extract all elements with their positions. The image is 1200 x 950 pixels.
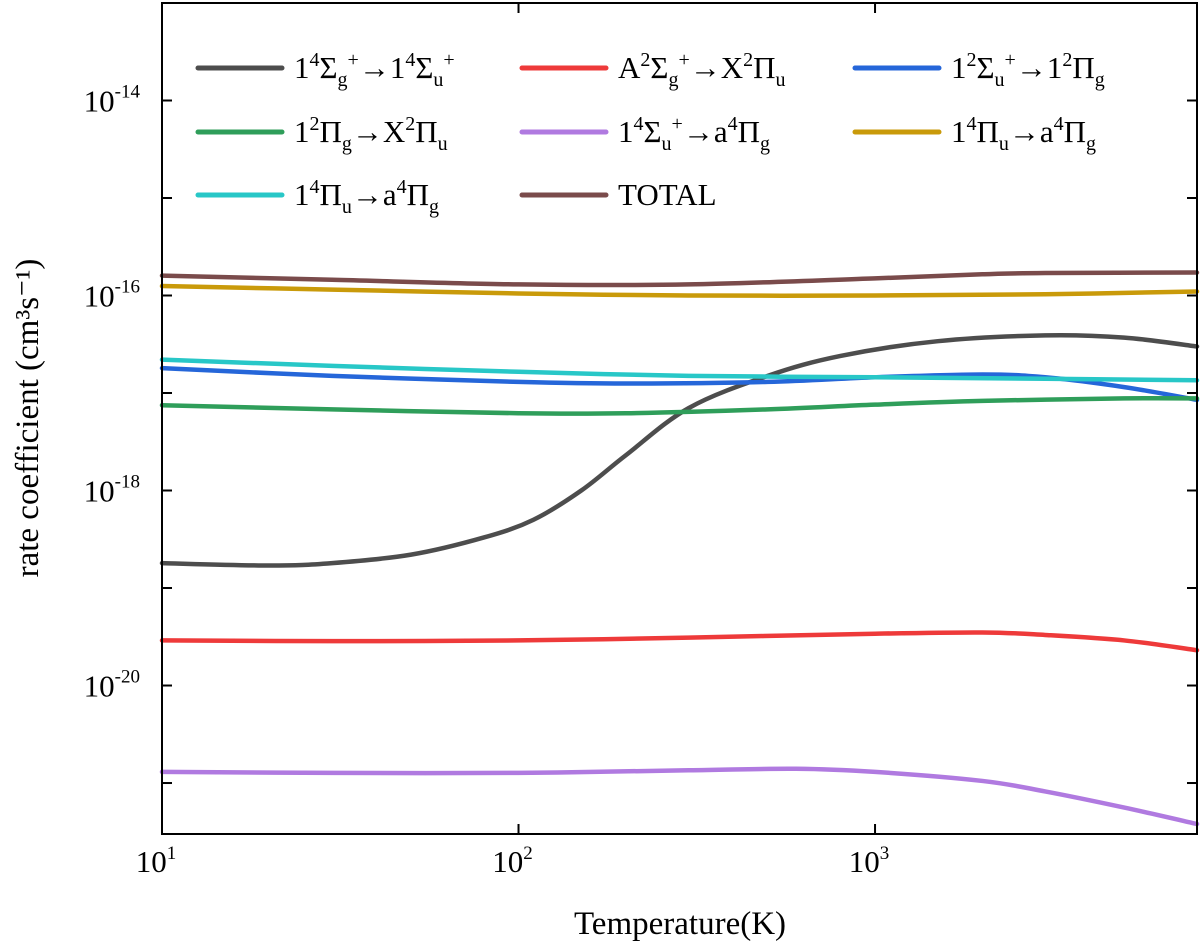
series-line-6 bbox=[159, 283, 1200, 298]
x-tick-exp: 3 bbox=[880, 843, 890, 864]
series-line-1 bbox=[159, 332, 1200, 568]
x-tick-label: 101 bbox=[136, 843, 177, 879]
x-tick-base: 10 bbox=[492, 844, 523, 879]
series-line-3 bbox=[159, 365, 1200, 403]
y-tick-base: 10 bbox=[84, 474, 115, 509]
y-tick-label: 10-16 bbox=[84, 277, 140, 314]
x-axis: 101 102 103 bbox=[136, 3, 890, 879]
y-tick-label: 10-14 bbox=[84, 82, 141, 119]
y-tick-exp: -14 bbox=[115, 82, 141, 103]
legend-label-6: 14Πu→a4Πg bbox=[951, 113, 1096, 155]
y-tick-label: 10-20 bbox=[84, 667, 140, 704]
y-tick-base: 10 bbox=[84, 669, 115, 704]
x-tick-base: 10 bbox=[136, 844, 167, 879]
series-line-7 bbox=[159, 357, 1200, 383]
y-axis-title: rate coefficient (cm³s⁻¹) bbox=[10, 259, 46, 578]
legend-label-5: 14Σu+→a4Πg bbox=[618, 113, 770, 155]
legend-label-8: TOTAL bbox=[618, 177, 717, 212]
y-tick-base: 10 bbox=[84, 84, 115, 119]
legend-label-7: 14Πu→a4Πg bbox=[294, 176, 439, 218]
y-tick-exp: -20 bbox=[115, 667, 140, 688]
x-axis-title: Temperature(K) bbox=[574, 906, 786, 942]
legend: 14Σg+→14Σu+ A2Σg+→X2Πu 12Σu+→12Πg 12Πg→X2Πu… bbox=[195, 49, 1105, 218]
y-tick-exp: -18 bbox=[115, 472, 140, 493]
plot-frame bbox=[161, 2, 1198, 835]
y-tick-exp: -16 bbox=[115, 277, 140, 298]
plot-lines bbox=[159, 270, 1200, 827]
series-line-2 bbox=[159, 630, 1200, 653]
x-tick-label: 103 bbox=[849, 843, 890, 879]
legend-label-4: 12Πg→X2Πu bbox=[294, 113, 448, 155]
legend-label-2: A2Σg+→X2Πu bbox=[618, 49, 786, 91]
series-line-4 bbox=[159, 395, 1200, 416]
y-tick-base: 10 bbox=[84, 279, 115, 314]
x-tick-base: 10 bbox=[849, 844, 880, 879]
x-tick-label: 102 bbox=[492, 843, 533, 879]
series-line-8 bbox=[159, 270, 1200, 288]
legend-label-1: 14Σg+→14Σu+ bbox=[294, 49, 455, 91]
y-tick-label: 10-18 bbox=[84, 472, 140, 509]
legend-label-3: 12Σu+→12Πg bbox=[951, 49, 1105, 91]
series-line-5 bbox=[159, 766, 1200, 827]
x-tick-exp: 1 bbox=[167, 843, 177, 864]
x-tick-exp: 2 bbox=[523, 843, 533, 864]
